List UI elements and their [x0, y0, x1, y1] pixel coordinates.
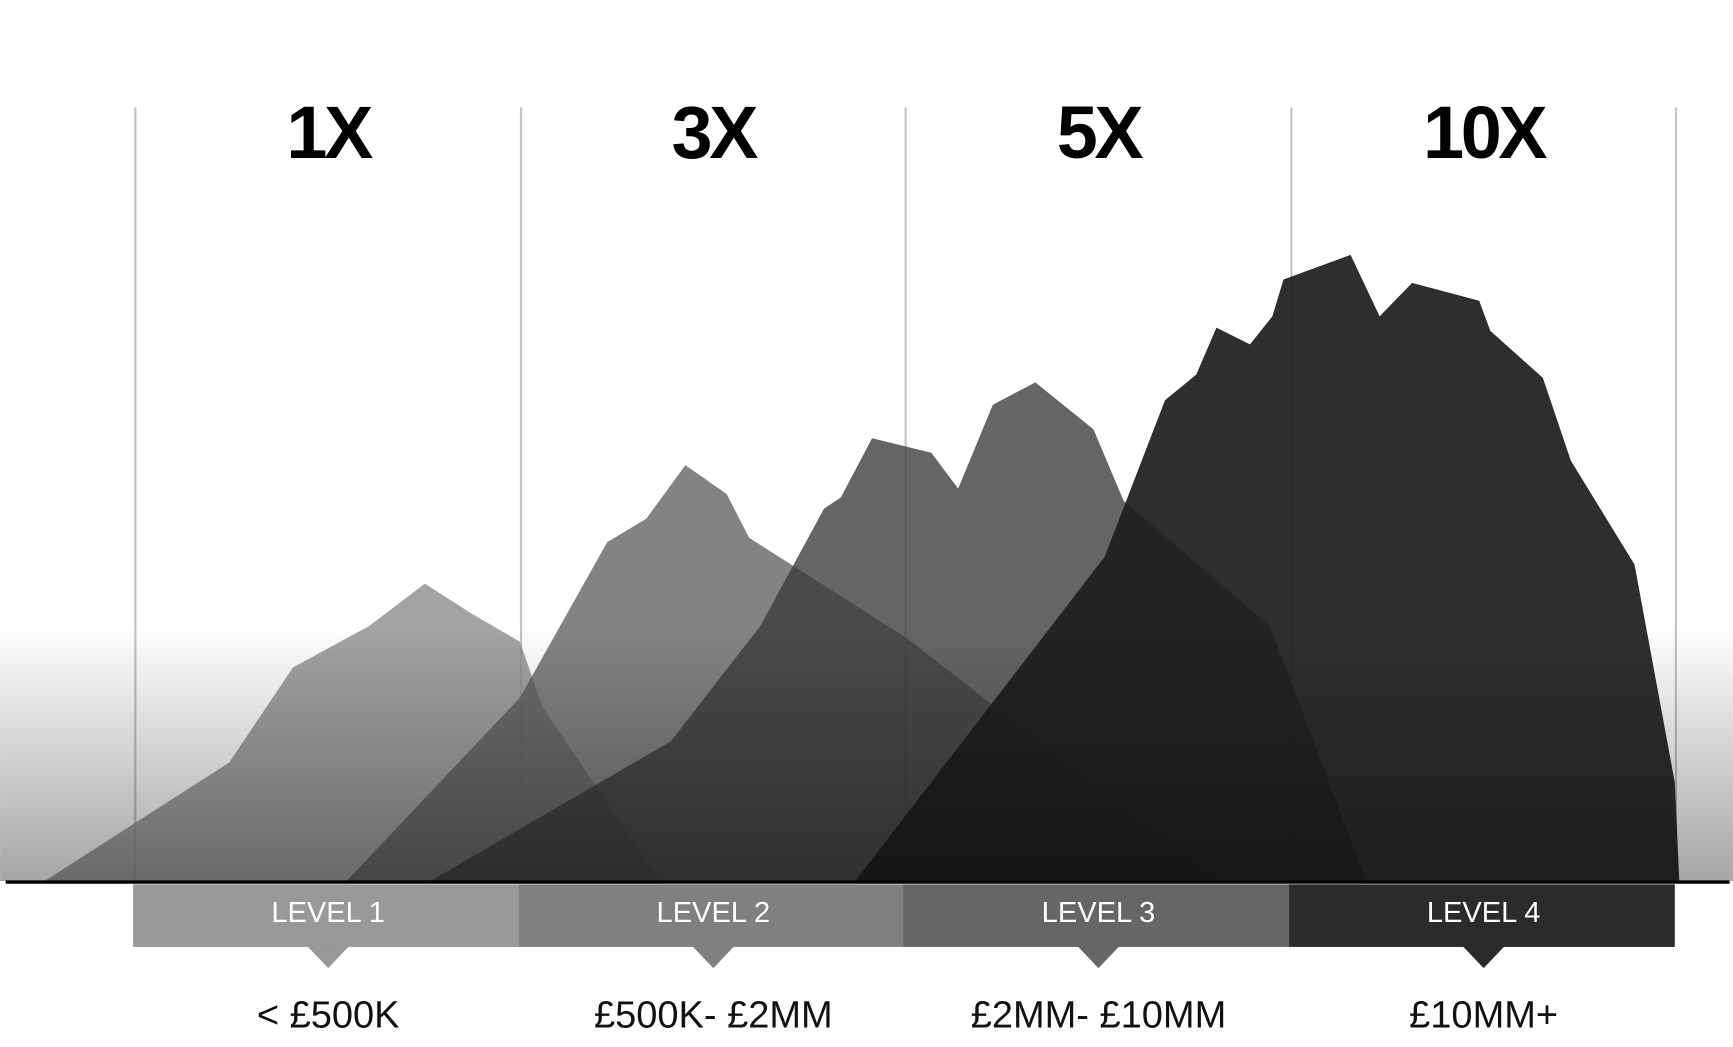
column: 10X LEVEL 4 £10MM+: [1289, 91, 1675, 1036]
range-label: £10MM+: [1409, 994, 1558, 1036]
pointer: [692, 945, 735, 969]
mountains: [0, 254, 1733, 881]
columns: 1X LEVEL 1 < £500K 3X LEVEL 2 £500K- £2MM 5X LE…: [133, 91, 1675, 1036]
level-label: LEVEL 2: [657, 897, 771, 929]
column: 5X LEVEL 3 £2MM- £10MM: [903, 91, 1291, 1036]
pointer: [306, 945, 350, 969]
range-label: £500K- £2MM: [594, 994, 833, 1036]
pointer: [1462, 945, 1505, 969]
level-bar: [903, 884, 1291, 947]
level-bar: [518, 884, 905, 947]
column: 3X LEVEL 2 £500K- £2MM: [518, 91, 905, 1036]
multiplier: 3X: [672, 91, 759, 174]
column: 1X LEVEL 1 < £500K: [133, 91, 520, 1036]
pointer: [1077, 945, 1120, 969]
range-label: < £500K: [257, 994, 400, 1036]
level-bar: [133, 884, 520, 947]
level-label: LEVEL 4: [1427, 897, 1541, 929]
multiplier: 10X: [1423, 91, 1547, 174]
level-label: LEVEL 3: [1042, 897, 1156, 929]
multiplier: 1X: [286, 91, 373, 174]
range-label: £2MM- £10MM: [971, 994, 1227, 1036]
level-label: LEVEL 1: [271, 897, 385, 929]
level-bar: [1289, 884, 1675, 947]
shade: [0, 626, 1733, 881]
multiplier: 5X: [1057, 91, 1144, 174]
